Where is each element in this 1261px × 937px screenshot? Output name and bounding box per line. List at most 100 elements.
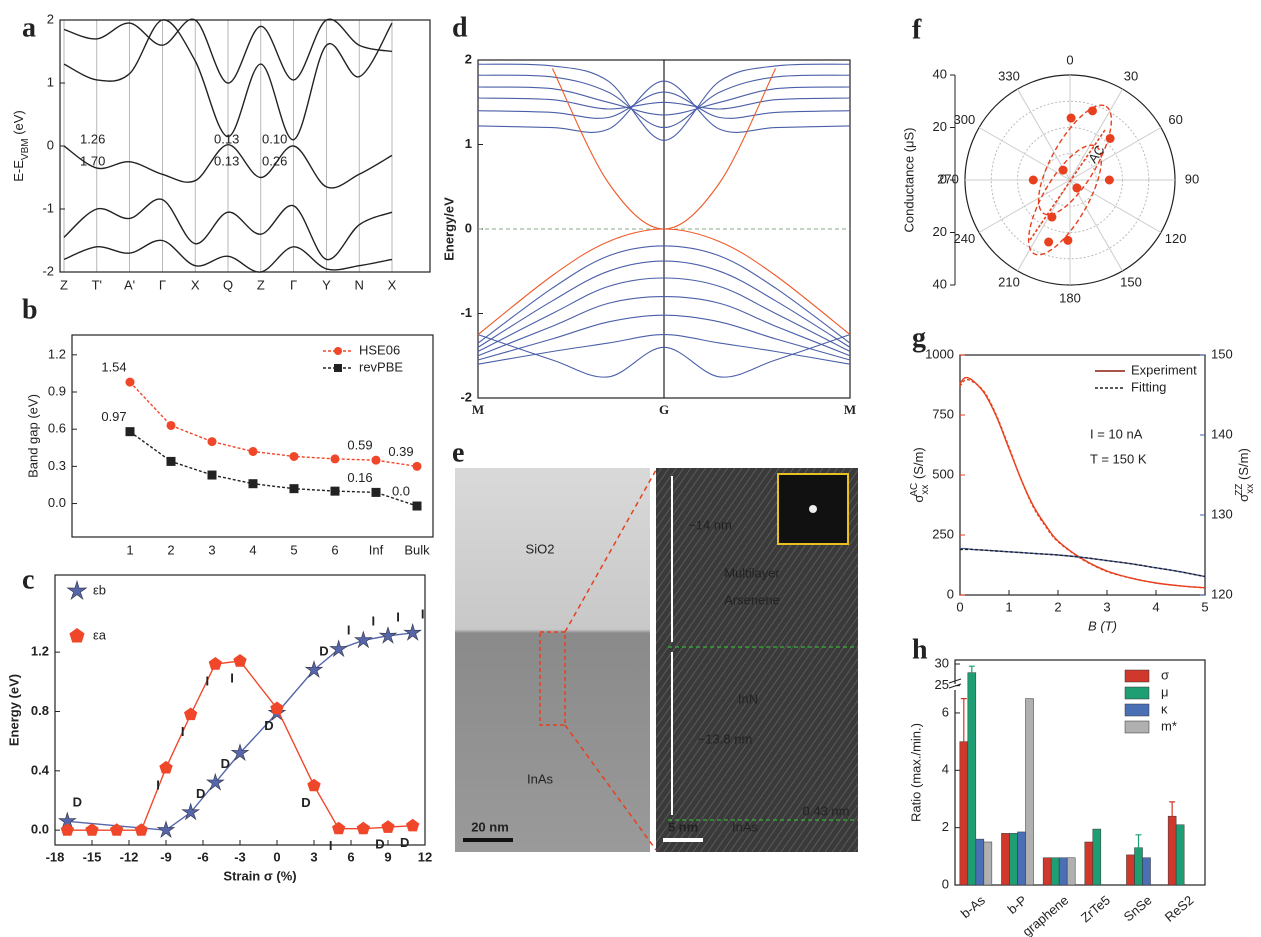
marker [158,821,175,837]
theta-label: 210 [998,274,1020,289]
y-tick-label: 40 [933,66,947,81]
x-tick-label: SnSe [1121,892,1155,924]
annotation: I = 10 nA [1090,426,1143,441]
micrograph-panel: SiO2InAs20 nm~14 nmMultilayerArseneneInN… [455,468,858,852]
panel-letter: c [22,564,34,595]
label-part: xx [1245,484,1256,494]
x-tick-label: Γ [290,277,297,292]
x-tick-label: N [355,277,364,292]
annotation: 1.70 [80,153,105,168]
legend-label: κ [1161,701,1168,716]
data-point [1067,114,1076,123]
annotation: AC [1085,142,1108,165]
tem-image [455,468,650,852]
annotation: 0.26 [262,153,287,168]
point-label: I [156,777,160,792]
marker [332,822,345,835]
x-tick-label: -9 [160,849,172,864]
y-tick-label: 25 [935,677,949,692]
bar [1085,842,1093,885]
theta-label: 0 [1066,52,1073,67]
theta-label: 150 [1120,274,1142,289]
y2-tick-label: 120 [1211,586,1233,601]
x-tick-label: -6 [197,849,209,864]
point-label: 0.16 [347,470,372,485]
x-tick-label: -18 [46,849,65,864]
axis-label: Energy (eV) [6,674,21,746]
data-point [1059,166,1068,175]
micrograph-label: Multilayer [724,565,780,580]
marker [249,447,258,456]
x-tick-label: 6 [347,849,354,864]
micrograph-label: Arsenene [724,592,780,607]
panel-letter: g [912,322,926,353]
x-tick-label: 3 [310,849,317,864]
marker [404,624,421,640]
bar [976,839,984,885]
theta-label: 330 [998,68,1020,83]
marker [380,627,397,643]
label-part: ZZ [1234,484,1245,496]
y-tick-label: -2 [42,263,54,278]
bar [1018,832,1026,885]
marker [159,761,172,774]
micrograph-label: 5 nm [668,819,698,834]
panel-letter: h [912,634,928,665]
y-tick-label: 0 [465,220,472,235]
marker [290,484,299,493]
y2-tick-label: 140 [1211,426,1233,441]
legend-label: εa [93,627,107,642]
marker [68,581,87,599]
figure: SiO2InAs20 nm~14 nmMultilayerArseneneInN… [0,0,1261,937]
theta-label: 120 [1165,231,1187,246]
data-point [1072,183,1081,192]
x-tick-label: A' [124,277,135,292]
point-label: I [230,670,234,685]
x-tick-label: 1 [126,542,133,557]
point-label: D [400,835,409,850]
y-tick-label: 1.2 [31,644,49,659]
y-tick-label: 0.0 [31,822,49,837]
y-tick-label: -2 [460,389,472,404]
x-tick-label: Bulk [404,542,430,557]
marker [208,437,217,446]
bar [1059,858,1067,885]
marker [208,471,217,480]
marker [381,820,394,833]
point-label: D [301,795,310,810]
bar [1009,833,1017,885]
y-tick-label: 20 [933,119,947,134]
x-tick-label: X [191,277,200,292]
marker [306,661,323,677]
bar [1143,858,1151,885]
panel-letter: a [22,12,36,43]
x-tick-label: ReS2 [1162,892,1197,924]
y-tick-label: 0 [942,876,949,891]
theta-label: 240 [953,231,975,246]
bar [1067,858,1075,885]
bar [1001,833,1009,885]
x-tick-label: Y [322,277,331,292]
y-tick-label: 2 [465,51,472,66]
marker [233,654,246,667]
data-point [1105,176,1114,185]
x-tick-label: Z [60,277,68,292]
y-tick-label: 1.2 [48,346,66,361]
label-part: VBM [20,138,31,160]
marker [167,421,176,430]
point-label: I [372,614,376,629]
y-tick-label: 1000 [925,346,954,361]
micrograph-label: 20 nm [471,819,509,834]
point-label: 0.39 [388,444,413,459]
y-tick-label: 0.4 [31,762,50,777]
polar-spoke [979,180,1070,233]
marker [126,427,135,436]
legend-label: σ [1161,667,1169,682]
micrograph-label: 0.43 nm [803,803,850,818]
point-label: I [329,838,333,853]
x-tick-label: 12 [418,849,432,864]
annotation: T = 150 K [1090,451,1147,466]
annotation: 1.26 [80,131,105,146]
marker [69,628,84,643]
legend-label: μ [1161,684,1169,699]
